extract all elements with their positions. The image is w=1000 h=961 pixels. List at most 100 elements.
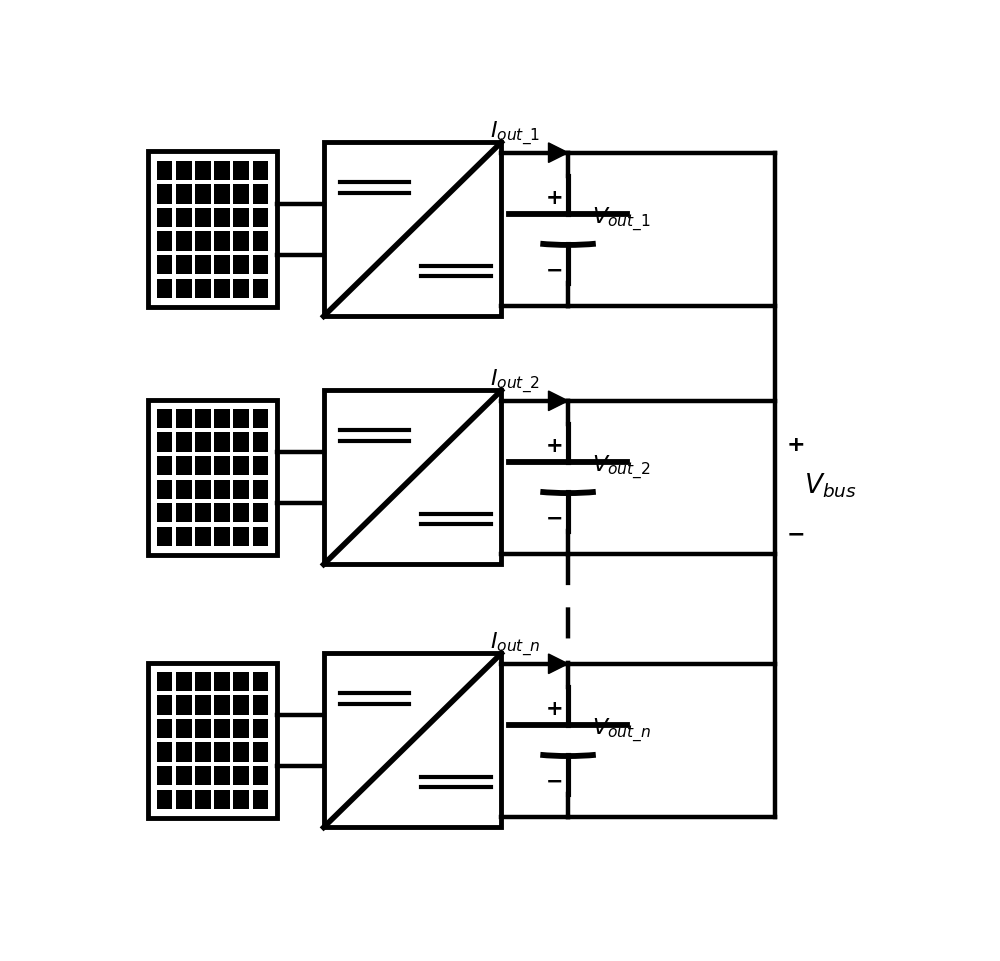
Bar bbox=[148, 400, 277, 555]
Bar bbox=[253, 456, 268, 476]
Text: +: + bbox=[546, 188, 564, 208]
Bar bbox=[157, 766, 172, 785]
Bar bbox=[214, 432, 230, 453]
Bar bbox=[214, 256, 230, 275]
Bar bbox=[176, 432, 192, 453]
Bar bbox=[253, 672, 268, 691]
Bar bbox=[157, 209, 172, 228]
Bar bbox=[157, 233, 172, 252]
Bar bbox=[157, 743, 172, 762]
Bar bbox=[253, 766, 268, 785]
Bar bbox=[253, 185, 268, 205]
Bar bbox=[233, 480, 249, 500]
Text: $I_{out\_n}$: $I_{out\_n}$ bbox=[490, 629, 541, 658]
Bar bbox=[195, 743, 211, 762]
Bar bbox=[214, 743, 230, 762]
Bar bbox=[176, 696, 192, 715]
Bar bbox=[195, 280, 211, 299]
Bar bbox=[176, 256, 192, 275]
Bar bbox=[233, 280, 249, 299]
Text: −: − bbox=[546, 260, 563, 280]
Bar bbox=[157, 409, 172, 429]
Bar bbox=[233, 256, 249, 275]
Bar bbox=[233, 790, 249, 809]
Bar bbox=[233, 456, 249, 476]
Text: $I_{out\_2}$: $I_{out\_2}$ bbox=[490, 367, 540, 396]
Bar bbox=[157, 185, 172, 205]
Bar bbox=[176, 719, 192, 738]
Bar bbox=[233, 719, 249, 738]
Bar bbox=[214, 161, 230, 181]
Bar bbox=[253, 409, 268, 429]
Bar bbox=[195, 185, 211, 205]
Bar bbox=[195, 480, 211, 500]
Bar bbox=[233, 409, 249, 429]
Bar bbox=[324, 653, 501, 827]
Bar bbox=[214, 766, 230, 785]
Bar bbox=[148, 153, 277, 308]
Bar bbox=[157, 696, 172, 715]
Bar bbox=[214, 504, 230, 523]
Bar bbox=[176, 480, 192, 500]
Bar bbox=[214, 696, 230, 715]
Bar bbox=[195, 672, 211, 691]
Bar bbox=[176, 233, 192, 252]
Bar bbox=[176, 790, 192, 809]
Bar bbox=[176, 456, 192, 476]
Bar bbox=[195, 696, 211, 715]
Polygon shape bbox=[548, 654, 568, 674]
Bar bbox=[157, 161, 172, 181]
Bar bbox=[324, 143, 501, 317]
Bar bbox=[233, 432, 249, 453]
Text: $I_{out\_1}$: $I_{out\_1}$ bbox=[490, 119, 541, 148]
Text: $V_{out\_n}$: $V_{out\_n}$ bbox=[592, 716, 651, 744]
Bar bbox=[195, 719, 211, 738]
Text: −: − bbox=[546, 507, 563, 528]
Bar bbox=[157, 719, 172, 738]
Polygon shape bbox=[548, 392, 568, 411]
Bar bbox=[176, 280, 192, 299]
Bar bbox=[195, 790, 211, 809]
Bar bbox=[157, 456, 172, 476]
Bar bbox=[253, 161, 268, 181]
Bar bbox=[214, 456, 230, 476]
Bar bbox=[214, 719, 230, 738]
Bar bbox=[253, 480, 268, 500]
Text: $V_{out\_2}$: $V_{out\_2}$ bbox=[592, 453, 651, 481]
Bar bbox=[253, 432, 268, 453]
Bar bbox=[176, 409, 192, 429]
Bar bbox=[253, 280, 268, 299]
Bar bbox=[195, 209, 211, 228]
Bar bbox=[233, 185, 249, 205]
Bar bbox=[214, 280, 230, 299]
Bar bbox=[157, 280, 172, 299]
Bar bbox=[214, 480, 230, 500]
Bar bbox=[233, 766, 249, 785]
Bar bbox=[253, 209, 268, 228]
Bar bbox=[157, 790, 172, 809]
Bar bbox=[253, 719, 268, 738]
Bar bbox=[195, 504, 211, 523]
Bar bbox=[233, 528, 249, 547]
Bar bbox=[176, 209, 192, 228]
Bar bbox=[214, 790, 230, 809]
Bar bbox=[253, 696, 268, 715]
Bar bbox=[195, 456, 211, 476]
Bar bbox=[195, 409, 211, 429]
Bar bbox=[214, 185, 230, 205]
Text: +: + bbox=[546, 699, 564, 719]
Bar bbox=[324, 391, 501, 565]
Bar bbox=[157, 528, 172, 547]
Bar bbox=[233, 504, 249, 523]
Bar bbox=[157, 480, 172, 500]
Bar bbox=[176, 766, 192, 785]
Bar bbox=[176, 504, 192, 523]
Bar bbox=[157, 432, 172, 453]
Text: −: − bbox=[546, 771, 563, 791]
Bar bbox=[176, 185, 192, 205]
Bar bbox=[195, 233, 211, 252]
Bar bbox=[195, 528, 211, 547]
Bar bbox=[253, 233, 268, 252]
Bar bbox=[253, 528, 268, 547]
Bar bbox=[233, 209, 249, 228]
